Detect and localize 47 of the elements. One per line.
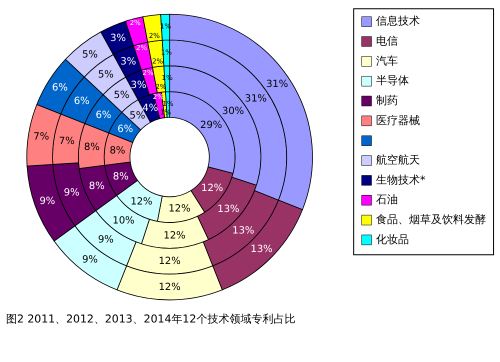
data-label: 10%: [112, 215, 135, 226]
data-label: 7%: [58, 136, 75, 147]
data-label: 5%: [130, 110, 146, 122]
data-label: 6%: [74, 96, 90, 108]
data-label: 5%: [114, 90, 130, 102]
data-label: 31%: [266, 79, 288, 90]
legend-label: 半导体: [376, 74, 409, 88]
legend-label: 汽车: [376, 54, 398, 68]
data-label: 7%: [33, 132, 50, 143]
legend-label: 制药: [376, 94, 398, 107]
data-label: 6%: [117, 124, 134, 135]
data-label: 9%: [82, 254, 98, 266]
data-label: 13%: [250, 244, 273, 255]
data-label: 8%: [112, 171, 129, 182]
data-label: 12%: [164, 230, 186, 242]
data-label: 3%: [130, 80, 146, 92]
data-label: 12%: [130, 196, 152, 208]
data-label: 5%: [98, 70, 114, 81]
data-label: 9%: [40, 196, 56, 208]
legend-label: 信息技术: [376, 14, 420, 28]
data-label: 13%: [232, 226, 254, 237]
data-label: 9%: [64, 187, 80, 198]
legend-label: 化妆品: [376, 232, 409, 246]
data-label: 13%: [217, 204, 240, 215]
data-label: 30%: [222, 106, 244, 117]
data-label: 29%: [200, 120, 222, 131]
data-label: 12%: [201, 182, 224, 194]
data-label: 3%: [120, 56, 136, 68]
data-label: 6%: [96, 110, 112, 122]
legend-label: 医疗器械: [376, 114, 420, 127]
data-label: 12%: [158, 256, 181, 268]
data-label: 12%: [158, 282, 181, 294]
data-label: 31%: [244, 93, 267, 104]
data-label: 3%: [110, 32, 126, 44]
legend-label: 生物技术*: [376, 173, 426, 186]
caption: 图2 2011、2012、2013、2014年12个技术领域专利占比: [6, 312, 296, 326]
data-label: 9%: [98, 234, 114, 246]
legend-label: 石油: [376, 193, 398, 206]
legend-label: 电信: [376, 34, 398, 48]
data-label: 6%: [52, 82, 68, 94]
data-label: 5%: [82, 49, 98, 60]
legend-label: 食品、烟草及饮料发酵: [376, 213, 486, 226]
data-label: 12%: [168, 204, 191, 215]
data-label: 8%: [110, 145, 126, 156]
data-label: 8%: [84, 142, 100, 154]
legend-label: 航空航天: [376, 154, 420, 167]
data-label: 8%: [88, 180, 105, 192]
